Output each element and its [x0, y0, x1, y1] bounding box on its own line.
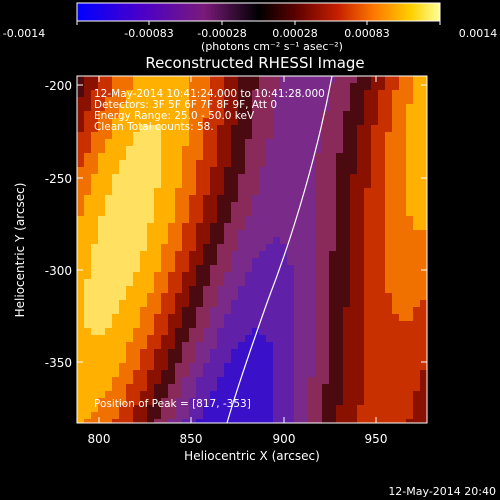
y-tick-label: -250 [45, 172, 72, 186]
colorbar-tick: 0.00028 [272, 27, 318, 40]
y-axis-label: Heliocentric Y (arcsec) [13, 183, 27, 318]
colorbar-tick: -0.00028 [197, 27, 246, 40]
annotation-energy: Energy Range: 25.0 - 50.0 keV [94, 110, 255, 122]
y-tick-label: -300 [45, 264, 72, 278]
x-tick-label: 850 [180, 432, 203, 446]
annotation-counts: Clean Total counts: 58. [94, 121, 214, 133]
annotation-detectors: Detectors: 3F 5F 6F 7F 8F 9F, Att 0 [94, 99, 277, 111]
x-tick-label: 900 [273, 432, 296, 446]
x-tick-label: 800 [88, 432, 111, 446]
colorbar-tick: -0.0014 [3, 27, 45, 40]
solar-limb-curve [226, 76, 333, 423]
footer-timestamp: 12-May-2014 20:40 [388, 485, 496, 498]
x-axis-label: Heliocentric X (arcsec) [184, 449, 320, 463]
annotation-peak: Position of Peak = [817, -353] [94, 398, 251, 410]
annotation-time: 12-May-2014 10:41:24.000 to 10:41:28.000 [94, 88, 325, 100]
colorbar-tick: 0.00083 [344, 27, 390, 40]
colorbar-tick: 0.0014 [459, 27, 498, 40]
colorbar-gradient [76, 2, 441, 22]
image-title: Reconstructed RHESSI Image [145, 54, 364, 72]
colorbar: -0.0014 -0.00083 -0.00028 0.00028 0.0008… [3, 2, 498, 53]
colorbar-units: (photons cm⁻² s⁻¹ asec⁻²) [201, 40, 343, 53]
x-tick-label: 950 [365, 432, 388, 446]
y-tick-label: -350 [45, 356, 72, 370]
colorbar-tick: -0.00083 [124, 27, 173, 40]
y-tick-label: -200 [45, 79, 72, 93]
